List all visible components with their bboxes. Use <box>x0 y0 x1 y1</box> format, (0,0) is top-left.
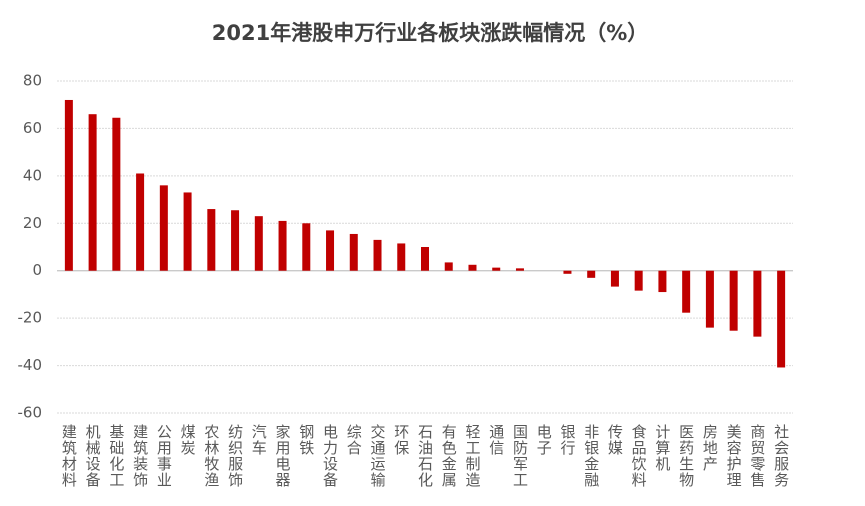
x-tick-label: 建筑装饰 <box>131 424 149 488</box>
x-tick-label: 计算机 <box>653 424 671 472</box>
bar <box>515 268 524 271</box>
x-tick-label: 银行 <box>558 424 576 456</box>
bar <box>610 270 619 287</box>
x-tick-label: 石油石化 <box>416 424 434 488</box>
y-tick-label: -40 <box>18 356 43 374</box>
x-tick-label: 有色金属 <box>440 424 458 488</box>
bar <box>705 270 714 328</box>
x-tick-label: 医药生物 <box>677 424 695 488</box>
bar <box>88 114 97 271</box>
bar <box>373 239 382 271</box>
bar <box>278 220 287 271</box>
x-tick-label: 公用事业 <box>155 424 173 488</box>
x-tick-label: 钢铁 <box>297 424 315 456</box>
bar <box>183 192 192 271</box>
x-tick-label: 轻工制造 <box>463 424 481 488</box>
bar <box>231 210 240 271</box>
y-tick-label: 80 <box>23 72 42 90</box>
bar <box>397 243 406 271</box>
bar <box>254 216 263 271</box>
bar <box>587 270 596 278</box>
x-tick-label: 纺织服饰 <box>226 424 244 488</box>
bar <box>468 264 477 271</box>
bar <box>159 185 168 271</box>
bar <box>777 270 786 368</box>
y-tick-label: 20 <box>23 214 42 232</box>
bar <box>207 209 216 271</box>
bar <box>634 270 643 291</box>
x-tick-label: 食品饮料 <box>630 424 648 488</box>
bar <box>112 117 121 271</box>
y-tick-label: -20 <box>18 309 43 327</box>
x-tick-label: 家用电器 <box>274 424 292 488</box>
bar <box>658 270 667 293</box>
bar <box>729 270 738 331</box>
bar <box>563 270 572 274</box>
x-tick-label: 煤炭 <box>179 424 197 456</box>
x-tick-label: 建筑材料 <box>60 424 78 488</box>
x-tick-label: 环保 <box>392 424 410 456</box>
x-tick-label: 基础化工 <box>107 424 125 488</box>
bar <box>682 270 691 313</box>
x-tick-label: 综合 <box>345 424 363 456</box>
bar <box>492 267 501 271</box>
y-tick-label: 60 <box>23 119 42 137</box>
x-tick-label: 社会服务 <box>772 424 790 488</box>
bar <box>349 233 358 271</box>
x-tick-label: 商贸零售 <box>748 424 766 488</box>
bar <box>136 173 145 271</box>
y-tick-label: 40 <box>23 166 42 184</box>
x-tick-label: 交通运输 <box>369 423 387 488</box>
x-tick-label: 非银金融 <box>582 424 600 488</box>
x-tick-label: 传媒 <box>606 424 624 456</box>
x-tick-label: 电力设备 <box>321 424 339 488</box>
chart-title: 2021年港股申万行业各板块涨跌幅情况（%） <box>212 21 649 45</box>
y-tick-label: 0 <box>32 261 42 279</box>
bar <box>64 99 73 271</box>
x-tick-label: 房地产 <box>701 424 719 472</box>
y-tick-label: -60 <box>18 404 43 422</box>
bar <box>421 247 429 271</box>
bar <box>753 270 762 337</box>
x-tick-label: 机械设备 <box>84 424 102 488</box>
x-tick-label: 国防军工 <box>511 424 529 488</box>
bar <box>326 230 335 271</box>
bar <box>302 223 311 271</box>
x-tick-label: 电子 <box>535 424 553 456</box>
bar <box>444 262 453 271</box>
x-tick-label: 汽车 <box>250 424 268 456</box>
x-tick-label: 美容护理 <box>725 424 743 488</box>
x-tick-label: 农林牧渔 <box>202 424 220 488</box>
x-tick-label: 通信 <box>487 424 505 456</box>
